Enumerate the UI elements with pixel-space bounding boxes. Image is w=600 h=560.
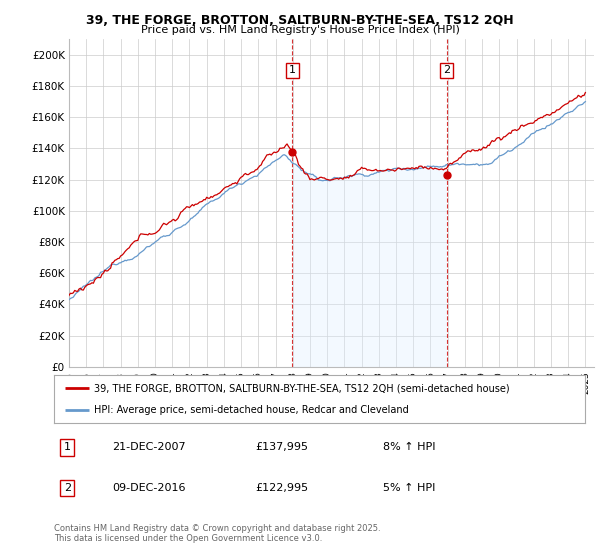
Text: HPI: Average price, semi-detached house, Redcar and Cleveland: HPI: Average price, semi-detached house,… — [94, 405, 409, 415]
Text: 09-DEC-2016: 09-DEC-2016 — [112, 483, 186, 493]
Text: 1: 1 — [289, 66, 296, 76]
Text: 21-DEC-2007: 21-DEC-2007 — [112, 442, 186, 452]
Text: 39, THE FORGE, BROTTON, SALTBURN-BY-THE-SEA, TS12 2QH: 39, THE FORGE, BROTTON, SALTBURN-BY-THE-… — [86, 14, 514, 27]
Text: Price paid vs. HM Land Registry's House Price Index (HPI): Price paid vs. HM Land Registry's House … — [140, 25, 460, 35]
Text: 2: 2 — [443, 66, 450, 76]
Text: £137,995: £137,995 — [256, 442, 309, 452]
Text: 2: 2 — [64, 483, 71, 493]
Text: £122,995: £122,995 — [256, 483, 309, 493]
Text: 8% ↑ HPI: 8% ↑ HPI — [383, 442, 436, 452]
Text: 39, THE FORGE, BROTTON, SALTBURN-BY-THE-SEA, TS12 2QH (semi-detached house): 39, THE FORGE, BROTTON, SALTBURN-BY-THE-… — [94, 383, 509, 393]
Text: 5% ↑ HPI: 5% ↑ HPI — [383, 483, 436, 493]
Text: Contains HM Land Registry data © Crown copyright and database right 2025.
This d: Contains HM Land Registry data © Crown c… — [54, 524, 380, 543]
Text: 1: 1 — [64, 442, 71, 452]
